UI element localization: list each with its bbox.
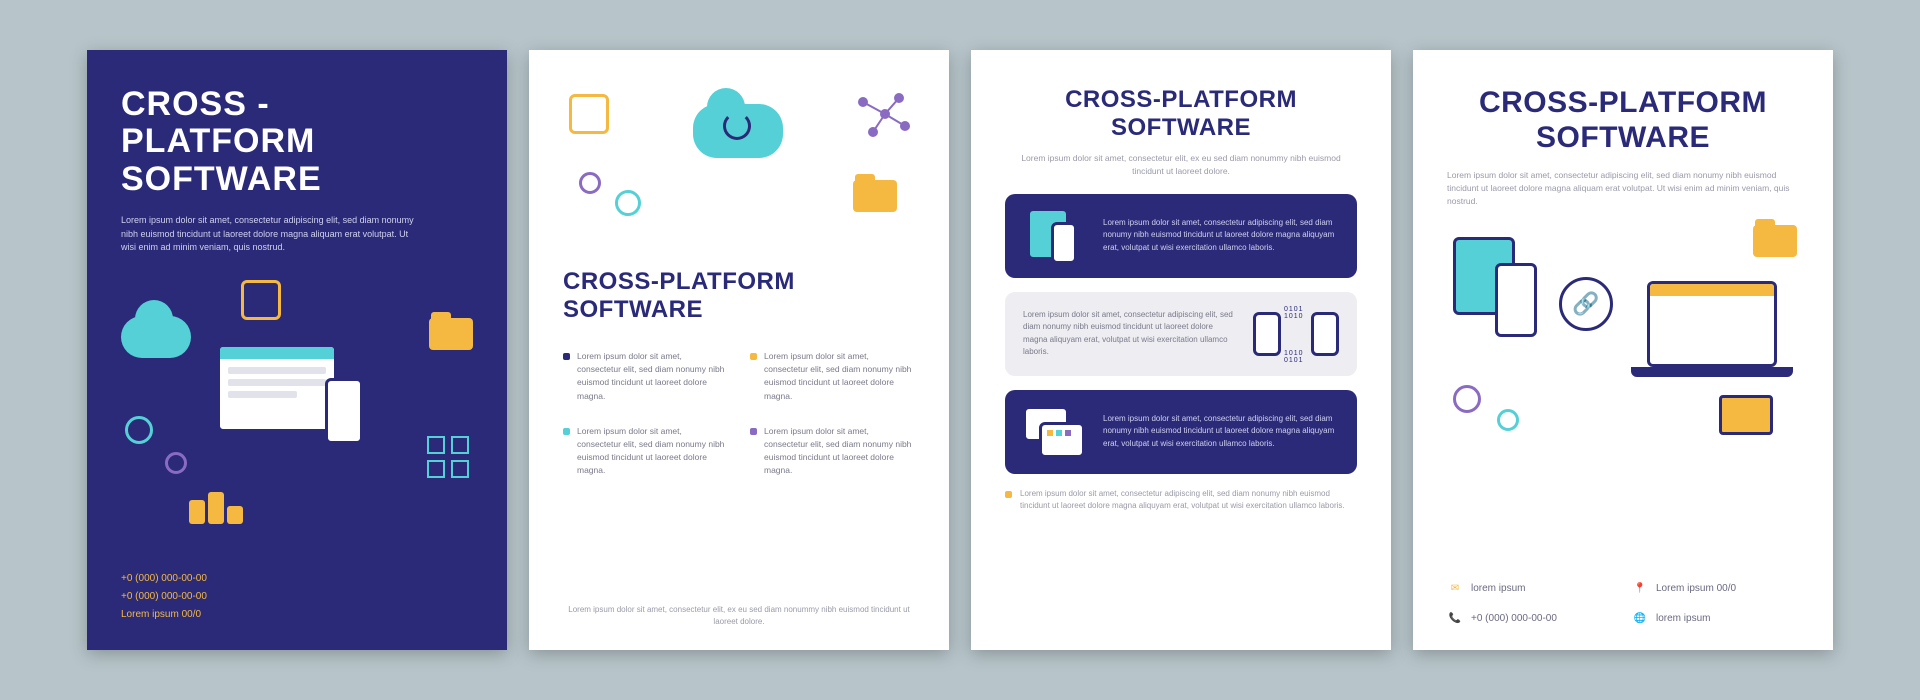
address-text: Lorem ipsum 00/0 xyxy=(121,606,207,624)
bullet-item: Lorem ipsum dolor sit amet, consectetur … xyxy=(750,350,915,403)
contact-email-text: lorem ipsum xyxy=(1471,583,1525,594)
phone-text: +0 (000) 000-00-00 xyxy=(121,588,207,606)
panel1-subtitle: Lorem ipsum dolor sit amet, consectetur … xyxy=(121,214,421,255)
laptop-base-icon xyxy=(1631,367,1793,377)
panel1-illustration xyxy=(121,280,473,540)
phone-icon: 📞 xyxy=(1447,610,1463,626)
windows-icon xyxy=(1023,404,1087,460)
panel1-title: CROSS - PLATFORM SOFTWARE xyxy=(121,86,473,198)
card-text: Lorem ipsum dolor sit amet, consectetur … xyxy=(1023,309,1237,359)
feature-card: Lorem ipsum dolor sit amet, consectetur … xyxy=(1005,390,1357,474)
chip-icon xyxy=(569,94,609,134)
folder-gear-icon xyxy=(853,180,897,212)
contact-location: 📍 Lorem ipsum 00/0 xyxy=(1632,580,1799,596)
gear-icon xyxy=(1453,385,1481,413)
pin-icon: 📍 xyxy=(1632,580,1648,596)
panel-1-cover: CROSS - PLATFORM SOFTWARE Lorem ipsum do… xyxy=(87,50,507,650)
bullet-item: Lorem ipsum dolor sit amet, consectetur … xyxy=(563,350,728,403)
cubes-icon xyxy=(427,436,469,478)
panel-3: CROSS-PLATFORM SOFTWARE Lorem ipsum dolo… xyxy=(971,50,1391,650)
mail-icon: ✉ xyxy=(1447,580,1463,596)
panel4-title-top: CROSS-PLATFORM xyxy=(1447,86,1799,121)
network-icon xyxy=(855,92,911,140)
gear-icon xyxy=(165,452,187,474)
feature-card: Lorem ipsum dolor sit amet, consectetur … xyxy=(1005,292,1357,376)
panel-4: CROSS-PLATFORM SOFTWARE Lorem ipsum dolo… xyxy=(1413,50,1833,650)
gear-icon xyxy=(579,172,601,194)
card-text: Lorem ipsum dolor sit amet, consectetur … xyxy=(1103,217,1339,254)
panel4-title: CROSS-PLATFORM SOFTWARE xyxy=(1447,86,1799,155)
panel2-illustration xyxy=(563,86,915,256)
folder-gear-icon xyxy=(1753,225,1797,257)
contact-web-text: lorem ipsum xyxy=(1656,613,1710,624)
phone-icon xyxy=(1495,263,1537,337)
phone-icon xyxy=(325,378,363,444)
link-badge-icon: 🔗 xyxy=(1559,277,1613,331)
bullet-item: Lorem ipsum dolor sit amet, consectetur … xyxy=(750,425,915,478)
contact-phone: 📞 +0 (000) 000-00-00 xyxy=(1447,610,1614,626)
panel4-subtitle: Lorem ipsum dolor sit amet, consectetur … xyxy=(1447,169,1799,207)
laptop-icon xyxy=(1647,281,1777,367)
gear-icon xyxy=(125,416,153,444)
panel-2: CROSS-PLATFORM SOFTWARE Lorem ipsum dolo… xyxy=(529,50,949,650)
card-text: Lorem ipsum dolor sit amet, consectetur … xyxy=(1103,413,1339,450)
chip-icon xyxy=(241,280,281,320)
panel1-footer-contacts: +0 (000) 000-00-00 +0 (000) 000-00-00 Lo… xyxy=(121,570,207,624)
gear-icon xyxy=(615,190,641,216)
contact-email: ✉ lorem ipsum xyxy=(1447,580,1614,596)
panel1-title-bottom: SOFTWARE xyxy=(121,161,473,198)
cloud-icon xyxy=(121,316,191,358)
panel2-title: CROSS-PLATFORM SOFTWARE xyxy=(563,268,915,324)
panel3-subtitle: Lorem ipsum dolor sit amet, consectetur … xyxy=(1011,152,1351,178)
panel2-footer-text: Lorem ipsum dolor sit amet, consectetur … xyxy=(563,604,915,628)
gear-icon xyxy=(1497,409,1519,431)
globe-icon: 🌐 xyxy=(1632,610,1648,626)
bullet-dot-icon xyxy=(1005,491,1012,498)
panel3-footer: Lorem ipsum dolor sit amet, consectetur … xyxy=(1005,488,1357,513)
phone-text: +0 (000) 000-00-00 xyxy=(121,570,207,588)
panel4-title-bottom: SOFTWARE xyxy=(1447,121,1799,156)
cloud-icon xyxy=(693,104,783,158)
binary-sync-icon: 01011010 10100101 xyxy=(1253,306,1339,362)
feature-card: Lorem ipsum dolor sit amet, consectetur … xyxy=(1005,194,1357,278)
box-gear-icon xyxy=(1719,395,1773,435)
devices-icon xyxy=(1023,208,1087,264)
panel4-illustration: 🔗 xyxy=(1447,219,1799,479)
contact-web: 🌐 lorem ipsum xyxy=(1632,610,1799,626)
coins-icon xyxy=(189,492,243,524)
bullet-item: Lorem ipsum dolor sit amet, consectetur … xyxy=(563,425,728,478)
panel3-footer-text: Lorem ipsum dolor sit amet, consectetur … xyxy=(1020,488,1357,513)
panel1-title-top: CROSS - PLATFORM xyxy=(121,86,473,161)
monitor-icon xyxy=(217,344,337,432)
panel2-bullet-grid: Lorem ipsum dolor sit amet, consectetur … xyxy=(563,350,915,477)
folder-icon xyxy=(429,318,473,350)
panel4-contacts: ✉ lorem ipsum 📍 Lorem ipsum 00/0 📞 +0 (0… xyxy=(1447,580,1799,626)
contact-location-text: Lorem ipsum 00/0 xyxy=(1656,583,1736,594)
contact-phone-text: +0 (000) 000-00-00 xyxy=(1471,613,1557,624)
panel3-title: CROSS-PLATFORM SOFTWARE xyxy=(1005,86,1357,142)
